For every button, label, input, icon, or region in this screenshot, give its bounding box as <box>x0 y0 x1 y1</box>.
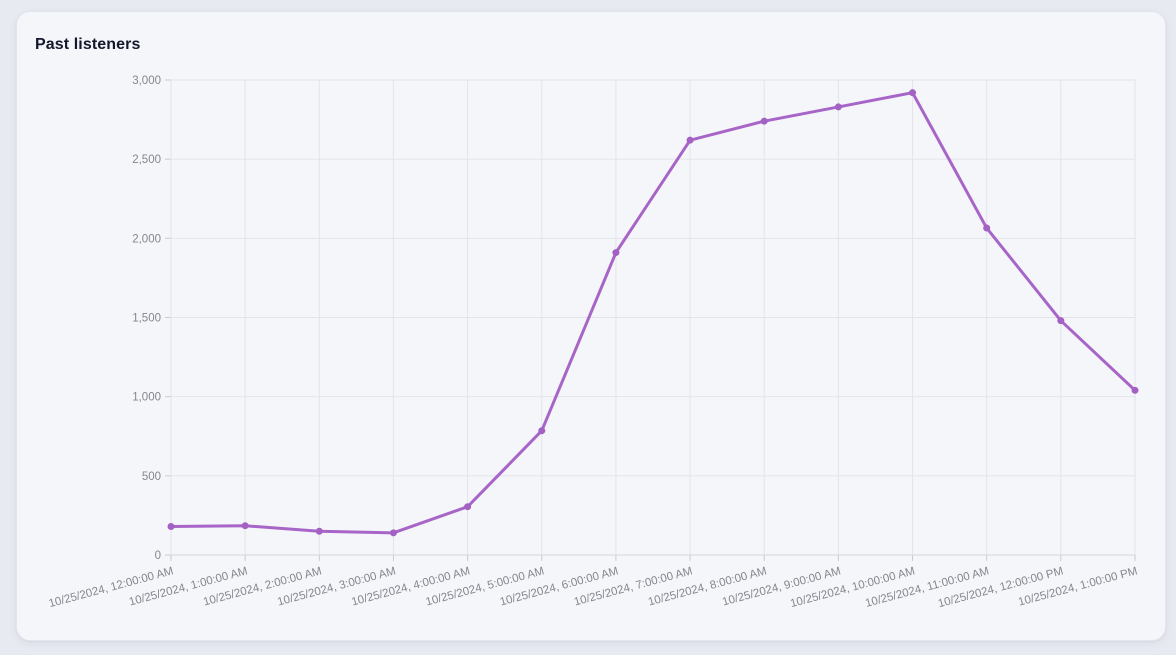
data-point <box>686 136 694 144</box>
series-line <box>169 91 1137 535</box>
past-listeners-card: Past listeners 0 500 1,000 1,500 2,000 2,500 3… <box>16 11 1166 641</box>
past-listeners-line-chart: 0 500 1,000 1,500 2,000 2,500 3,000 10/25/2024,… <box>48 75 1139 610</box>
data-point <box>834 103 842 111</box>
x-tick-label: 10/25/2024, 12:00:00 PM <box>937 565 1065 610</box>
x-tick-label: 10/25/2024, 10:00:00 AM <box>789 565 916 610</box>
x-tick-label: 10/25/2024, 11:00:00 AM <box>864 565 990 610</box>
y-tick-label: 2,000 <box>132 233 161 245</box>
data-point <box>612 249 620 257</box>
data-point <box>1131 386 1139 394</box>
y-tick-label: 0 <box>155 550 161 562</box>
chart-title: Past listeners <box>35 36 141 53</box>
data-point <box>241 522 249 530</box>
data-point <box>167 523 175 530</box>
data-point <box>983 224 991 232</box>
y-tick-label: 1,500 <box>132 313 161 325</box>
data-point <box>909 89 917 97</box>
data-point <box>760 117 768 125</box>
y-tick-label: 1,000 <box>132 392 161 404</box>
data-point <box>538 427 546 435</box>
data-point <box>464 503 472 511</box>
data-point <box>315 527 323 535</box>
data-point <box>1057 317 1065 325</box>
x-tick-label: 10/25/2024, 12:00:00 AM <box>48 565 175 610</box>
data-point <box>389 529 397 537</box>
y-tick-label: 500 <box>142 471 161 483</box>
y-tick-label: 2,500 <box>132 154 161 166</box>
y-tick-label: 3,000 <box>132 75 161 87</box>
